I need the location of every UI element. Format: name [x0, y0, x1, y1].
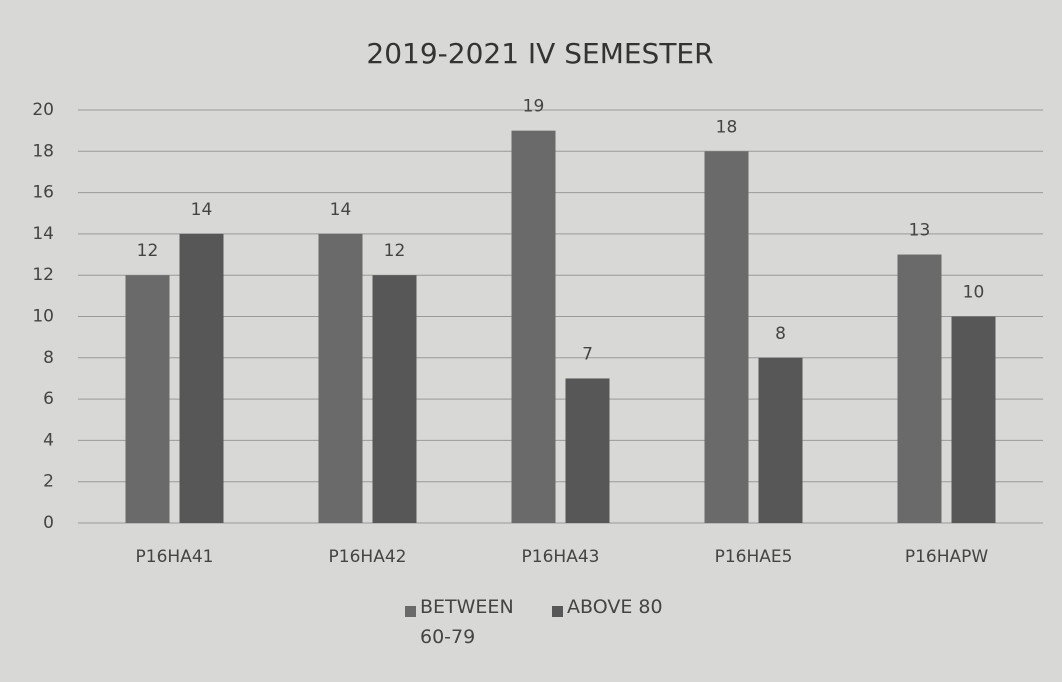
data-label: 8 — [775, 324, 786, 344]
legend-item: ABOVE 80 — [552, 596, 663, 652]
y-tick-label: 16 — [32, 183, 54, 203]
legend-item: BETWEEN 60-79 — [405, 596, 530, 652]
legend-label: BETWEEN 60-79 — [420, 596, 514, 648]
legend-label: ABOVE 80 — [567, 596, 663, 618]
data-label: 7 — [582, 344, 593, 364]
bar — [318, 233, 363, 523]
data-label: 10 — [963, 283, 985, 303]
bar — [951, 316, 996, 523]
legend-swatch — [405, 606, 416, 617]
x-tick-label: P16HAPW — [905, 547, 989, 567]
x-tick-label: P16HA41 — [136, 547, 214, 567]
y-tick-label: 18 — [32, 141, 54, 161]
data-label: 14 — [330, 200, 352, 220]
data-label: 13 — [909, 221, 931, 241]
y-tick-label: 0 — [43, 513, 54, 533]
x-tick-label: P16HA42 — [329, 547, 407, 567]
legend-swatch — [552, 606, 563, 617]
bar — [897, 254, 942, 524]
y-tick-label: 10 — [32, 307, 54, 327]
y-tick-label: 6 — [43, 389, 54, 409]
data-label: 18 — [716, 117, 738, 137]
data-label: 19 — [523, 97, 545, 117]
bar — [372, 275, 417, 523]
bar — [758, 357, 803, 523]
bar — [704, 151, 749, 524]
bar — [125, 275, 170, 523]
legend: BETWEEN 60-79 ABOVE 80 — [405, 596, 663, 652]
y-tick-label: 4 — [43, 430, 54, 450]
y-tick-label: 8 — [43, 348, 54, 368]
y-tick-label: 14 — [32, 224, 54, 244]
data-label: 14 — [191, 200, 213, 220]
data-label: 12 — [137, 241, 159, 261]
y-tick-label: 2 — [43, 472, 54, 492]
bar — [511, 130, 556, 523]
x-tick-label: P16HAE5 — [715, 547, 793, 567]
data-label: 12 — [384, 241, 406, 261]
chart-title: 2019-2021 IV SEMESTER — [366, 37, 713, 70]
y-tick-label: 20 — [32, 100, 54, 120]
bar — [565, 378, 610, 523]
bar — [179, 233, 224, 523]
y-tick-label: 12 — [32, 265, 54, 285]
x-tick-label: P16HA43 — [522, 547, 600, 567]
